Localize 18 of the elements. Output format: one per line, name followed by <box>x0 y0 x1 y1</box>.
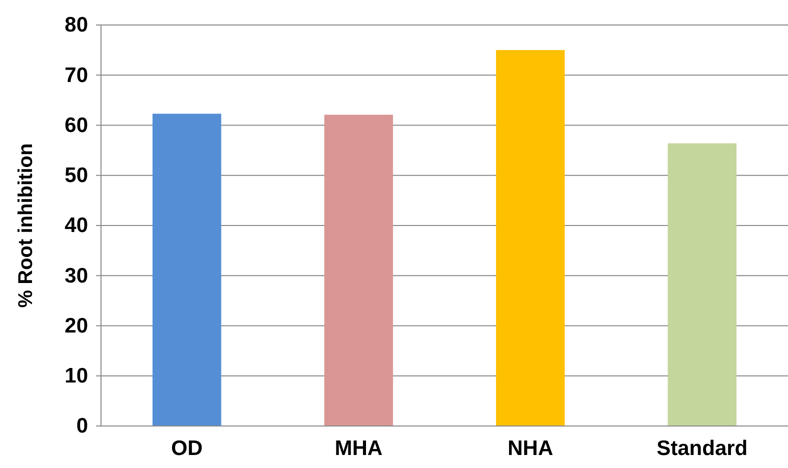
y-tick-label: 0 <box>76 414 88 438</box>
bar <box>152 114 222 426</box>
x-tick-label: Standard <box>656 436 748 460</box>
y-tick-label: 20 <box>64 314 88 338</box>
y-tick-label: 10 <box>64 364 88 388</box>
x-tick-label: NHA <box>508 436 554 460</box>
y-axis-title: % Root inhibition <box>15 143 37 308</box>
bar <box>668 143 736 426</box>
y-tick-label: 60 <box>64 114 88 137</box>
y-tick-label: 70 <box>64 64 88 87</box>
y-tick-label: 30 <box>64 264 88 288</box>
y-tick-label: 40 <box>64 214 88 238</box>
x-tick-label: MHA <box>334 436 383 460</box>
bar <box>324 114 393 426</box>
y-tick-label: 50 <box>64 164 88 188</box>
x-tick-label: OD <box>171 436 203 460</box>
y-tick-label: 80 <box>64 14 88 37</box>
bar <box>496 50 565 426</box>
